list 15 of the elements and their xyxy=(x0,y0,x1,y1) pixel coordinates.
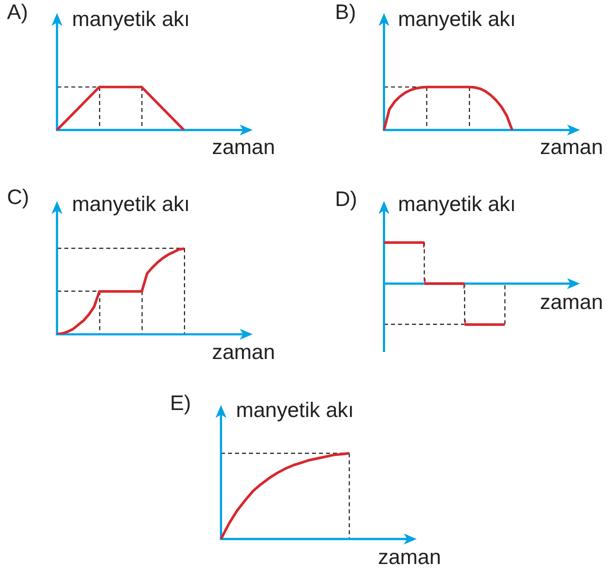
x-axis-title: zaman xyxy=(540,136,604,159)
x-axis-title: zaman xyxy=(212,341,276,364)
chart-title: D) xyxy=(335,188,358,211)
chart-title: C) xyxy=(7,186,30,209)
y-axis-title: manyetik akı xyxy=(398,8,516,31)
x-axis-title: zaman xyxy=(212,136,276,159)
chart-title: A) xyxy=(7,1,28,24)
y-axis-title: manyetik akı xyxy=(236,399,354,422)
y-axis-title: manyetik akı xyxy=(398,193,516,216)
x-axis-title: zaman xyxy=(540,291,604,314)
y-axis-title: manyetik akı xyxy=(72,8,190,31)
y-axis-title: manyetik akı xyxy=(72,193,190,216)
chart-title: B) xyxy=(335,1,356,24)
x-axis-title: zaman xyxy=(378,546,442,569)
chart-title: E) xyxy=(170,392,191,415)
